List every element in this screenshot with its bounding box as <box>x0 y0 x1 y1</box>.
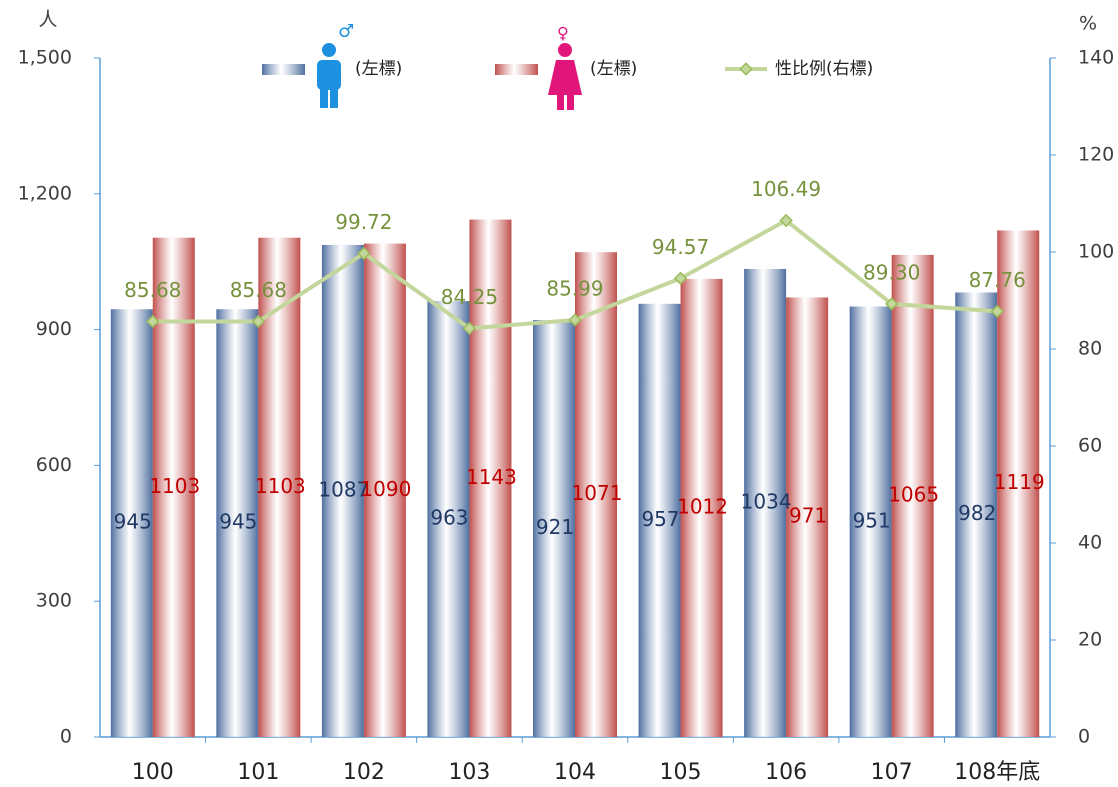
y2-tick-label: 40 <box>1078 532 1102 554</box>
y2-tick-label: 60 <box>1078 435 1102 457</box>
ratio-label: 106.49 <box>751 177 821 201</box>
ratio-marker <box>884 297 899 311</box>
bar <box>427 301 470 737</box>
y-tick-label: 1,500 <box>18 47 72 69</box>
legend-swatch <box>495 64 538 75</box>
bar-label: 982 <box>958 501 996 525</box>
x-tick-label: 102 <box>343 760 385 785</box>
ratio-label: 85.68 <box>124 278 181 302</box>
bar <box>575 252 617 737</box>
legend-label: (左標) <box>590 59 637 79</box>
ratio-marker <box>357 246 371 261</box>
bar-label: 1087 <box>318 477 369 501</box>
bar-label: 921 <box>536 515 574 539</box>
bar <box>955 292 998 737</box>
ratio-marker <box>673 271 688 286</box>
female-icon: ♀ <box>548 24 582 110</box>
ratio-marker <box>990 304 1004 319</box>
legend-label: (左標) <box>355 59 402 79</box>
x-tick-label: 105 <box>660 760 702 785</box>
ratio-label: 85.68 <box>230 278 287 302</box>
bar-label: 971 <box>789 504 827 528</box>
bar <box>363 243 406 738</box>
bar-label: 1103 <box>149 474 200 498</box>
bar <box>321 244 364 737</box>
bar <box>216 309 259 737</box>
bar <box>680 278 723 737</box>
y-axis-unit: 人 <box>38 9 57 31</box>
bar-label: 1012 <box>677 494 728 518</box>
bar-label: 945 <box>114 510 152 534</box>
y-tick-label: 900 <box>36 318 72 340</box>
y2-tick-label: 20 <box>1078 629 1102 651</box>
ratio-label: 87.76 <box>969 268 1026 292</box>
y2-tick-label: 140 <box>1078 47 1114 69</box>
bar-label: 1065 <box>888 482 939 506</box>
x-tick-label: 108年底 <box>954 760 1040 785</box>
bar-label: 963 <box>430 506 468 530</box>
svg-text:♀: ♀ <box>557 24 569 43</box>
ratio-label: 85.99 <box>546 276 603 300</box>
y2-axis-unit: % <box>1079 13 1097 35</box>
bar <box>997 230 1040 737</box>
ratio-marker <box>462 321 477 336</box>
x-tick-label: 103 <box>448 760 490 785</box>
bar-label: 1090 <box>360 477 411 501</box>
x-tick-label: 104 <box>554 760 596 785</box>
ratio-label: 94.57 <box>652 235 709 259</box>
ratio-marker <box>146 314 160 329</box>
ratio-label: 89.30 <box>863 260 920 284</box>
legend-marker <box>739 62 753 76</box>
ratio-label: 84.25 <box>441 285 498 309</box>
bar-label: 1034 <box>741 489 792 513</box>
bar <box>533 320 575 737</box>
bar-label: 951 <box>853 508 891 532</box>
y-tick-label: 1,200 <box>18 182 72 204</box>
x-tick-label: 100 <box>132 760 174 785</box>
legend-swatch <box>262 64 305 75</box>
bar-label: 1119 <box>994 470 1045 494</box>
y-tick-label: 0 <box>60 726 72 748</box>
y2-tick-label: 80 <box>1078 338 1102 360</box>
ratio-marker <box>779 213 793 228</box>
bar <box>849 306 892 737</box>
bar <box>638 303 681 737</box>
bar-label: 945 <box>219 510 257 534</box>
ratio-label: 99.72 <box>335 210 392 234</box>
y-tick-label: 300 <box>36 590 72 612</box>
y-tick-label: 600 <box>36 454 72 476</box>
ratio-marker <box>251 314 266 329</box>
y2-tick-label: 120 <box>1078 144 1114 166</box>
bar-label: 957 <box>641 507 679 531</box>
svg-text:♂: ♂ <box>338 21 354 42</box>
y2-tick-label: 100 <box>1078 241 1114 263</box>
x-tick-label: 107 <box>871 760 913 785</box>
bar-label: 1071 <box>572 481 623 505</box>
bar-label: 1103 <box>255 474 306 498</box>
x-tick-label: 106 <box>765 760 807 785</box>
bar <box>469 219 512 738</box>
bar-label: 1143 <box>466 465 517 489</box>
male-icon: ♂ <box>317 21 354 108</box>
bar <box>744 268 787 737</box>
legend-label: 性比例(右標) <box>775 59 873 79</box>
x-tick-label: 101 <box>237 760 279 785</box>
bar <box>258 237 301 737</box>
bar <box>786 297 829 737</box>
bar <box>891 254 934 737</box>
ratio-marker <box>568 313 582 327</box>
y2-tick-label: 0 <box>1078 726 1090 748</box>
bar <box>110 309 153 737</box>
